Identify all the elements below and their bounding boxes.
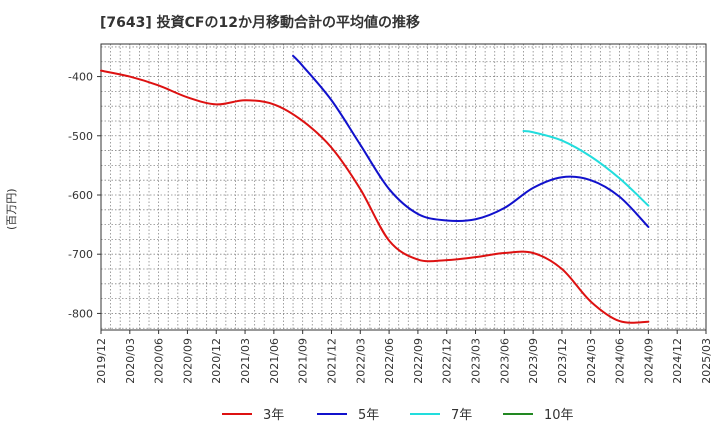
x-tick-label: 2024/12 — [671, 338, 684, 384]
x-tick-label: 2023/06 — [498, 338, 511, 384]
x-tick-label: 2021/12 — [325, 338, 338, 384]
x-tick-label: 2020/09 — [181, 338, 194, 384]
x-tick-label: 2024/06 — [614, 338, 627, 384]
x-tick-label: 2023/09 — [527, 338, 540, 384]
y-tick-label: -700 — [68, 248, 93, 261]
legend-label-3: 7年 — [451, 408, 472, 423]
vertical-gridlines — [110, 44, 697, 330]
series-line-2 — [292, 54, 650, 228]
legend-label-1: 3年 — [263, 408, 284, 423]
x-tick-label: 2025/03 — [700, 338, 713, 384]
series-line-1 — [100, 69, 650, 324]
x-tick-label: 2021/09 — [297, 338, 310, 384]
legend: 3年 5年 7年 10年 — [222, 408, 574, 423]
legend-label-4: 10年 — [544, 408, 574, 423]
x-tick-label: 2022/06 — [383, 338, 396, 384]
x-tick-label: 2022/09 — [412, 338, 425, 384]
series-line-3 — [522, 130, 650, 207]
x-tick-label: 2023/03 — [470, 338, 483, 384]
x-tick-label: 2024/09 — [642, 338, 655, 384]
x-tick-label: 2020/06 — [153, 338, 166, 384]
x-tick-label: 2021/03 — [239, 338, 252, 384]
series-lines — [100, 54, 650, 324]
y-tick-label: -500 — [68, 130, 93, 143]
y-axis-ticks: -400 -500 -600 -700 -800 — [68, 71, 101, 320]
horizontal-gridlines — [101, 46, 706, 329]
x-tick-label: 2020/03 — [124, 338, 137, 384]
x-tick-label: 2022/12 — [441, 338, 454, 384]
x-axis-ticks: 2019/12 2020/03 2020/06 2020/09 2020/12 2021/… — [95, 330, 713, 384]
x-tick-label: 2020/12 — [210, 338, 223, 384]
y-tick-label: -400 — [68, 71, 93, 84]
x-tick-label: 2022/03 — [354, 338, 367, 384]
x-tick-label: 2024/03 — [585, 338, 598, 384]
x-tick-label: 2019/12 — [95, 338, 108, 384]
x-tick-label: 2023/12 — [556, 338, 569, 384]
y-tick-label: -600 — [68, 189, 93, 202]
y-tick-label: -800 — [68, 307, 93, 320]
chart-title: [7643] 投資CFの12か月移動合計の平均値の推移 — [100, 15, 420, 31]
x-tick-label: 2021/06 — [268, 338, 281, 384]
legend-label-2: 5年 — [358, 408, 379, 423]
plot-area-frame — [100, 43, 707, 331]
